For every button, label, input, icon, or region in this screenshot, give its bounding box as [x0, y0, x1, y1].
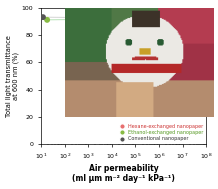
Y-axis label: Total light transmittance
at 600 nm (%): Total light transmittance at 600 nm (%): [5, 35, 19, 117]
Legend: Hexane-exchanged nanopaper, Ethanol-exchanged nanopaper, Conventional nanopaper: Hexane-exchanged nanopaper, Ethanol-exch…: [116, 123, 204, 142]
Point: [41, 16, 45, 19]
Text: 23 °C, 50% RH: 23 °C, 50% RH: [161, 49, 204, 54]
Point: [177, 17, 181, 20]
X-axis label: Air permeability
(ml μm m⁻² day⁻¹ kPa⁻¹): Air permeability (ml μm m⁻² day⁻¹ kPa⁻¹): [72, 164, 175, 184]
Point: [45, 18, 49, 21]
